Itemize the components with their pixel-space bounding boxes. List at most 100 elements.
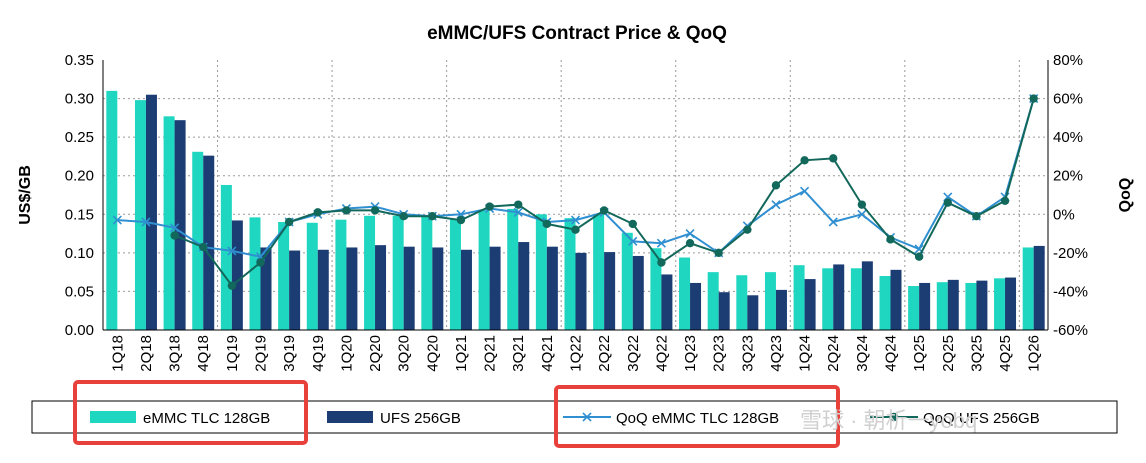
marker-qoq-ufs-256gb: [628, 219, 637, 229]
legend-marker: [582, 412, 592, 422]
x-tick-label: 1Q18: [109, 335, 126, 372]
legend-label-ufs-256gb: UFS 256GB: [380, 410, 461, 427]
x-tick-label: 1Q20: [338, 335, 355, 372]
bar-ufs-256gb: [861, 261, 873, 330]
bar-ufs-256gb: [174, 120, 186, 331]
y-tick-label: 0.10: [65, 245, 94, 262]
x-tick-label: 1Q21: [453, 335, 470, 372]
bar-ufs-256gb: [747, 295, 759, 330]
x-tick-label: 3Q20: [396, 335, 413, 372]
x-tick-label: 4Q20: [424, 335, 441, 372]
bar-emmc-tlc-128gb: [134, 100, 146, 330]
marker-stroke: [570, 215, 581, 225]
x-tick-label: 1Q19: [224, 335, 241, 372]
marker-qoq-ufs-256gb: [571, 225, 580, 234]
marker-stroke: [914, 244, 924, 254]
bar-ufs-256gb: [289, 250, 301, 330]
legend-label-emmc-tlc-128gb: eMMC TLC 128GB: [143, 410, 270, 427]
marker-stroke: [112, 215, 122, 225]
bar-emmc-tlc-128gb: [736, 275, 748, 330]
y-axis-right-ticks: -60% -40% -20% 0% 20% 40% 60% 80%: [1053, 52, 1088, 339]
y-tick-label: 0.05: [65, 283, 94, 300]
marker-qoq-emmc-tlc-128gb: [857, 209, 867, 219]
x-tick-label: 2Q20: [367, 335, 384, 372]
x-tick-label: 3Q21: [510, 335, 527, 372]
y-tick-label: 0.00: [65, 322, 94, 339]
marker-qoq-ufs-256gb: [456, 215, 466, 225]
bar-ufs-256gb: [632, 255, 644, 330]
bar-ufs-256gb: [145, 94, 157, 330]
marker-qoq-ufs-256gb: [342, 206, 351, 215]
x-tick-label: 3Q19: [281, 335, 298, 372]
bar-ufs-256gb: [575, 252, 587, 330]
marker-qoq-ufs-256gb: [1029, 94, 1038, 103]
bar-emmc-tlc-128gb: [994, 278, 1006, 330]
x-tick-label: 4Q22: [653, 335, 670, 372]
bar-ufs-256gb: [690, 282, 702, 330]
x-tick-label: 4Q19: [310, 335, 327, 372]
x-tick-label: 3Q23: [739, 335, 756, 372]
chart-title: eMMC/UFS Contract Price & QoQ: [427, 23, 727, 44]
bar-ufs-256gb: [203, 155, 215, 330]
legend-marker: [889, 412, 899, 422]
marker-stroke: [227, 246, 237, 256]
bar-ufs-256gb: [718, 292, 730, 330]
x-tick-label: 1Q24: [797, 335, 814, 372]
y-tick-label: 0.15: [65, 206, 94, 223]
bar-emmc-tlc-128gb: [564, 218, 576, 330]
bar-ufs-256gb: [260, 247, 272, 330]
legend-label-qoq-ufs-256gb: QoQ UFS 256GB: [923, 410, 1040, 427]
bar-ufs-256gb: [403, 246, 415, 330]
marker-qoq-ufs-256gb: [857, 200, 867, 209]
bar-ufs-256gb: [546, 246, 558, 330]
marker-qoq-ufs-256gb: [829, 154, 838, 163]
marker-qoq-ufs-256gb: [599, 206, 609, 215]
bar-ufs-256gb: [231, 220, 243, 330]
highlight-box-emmc-legend: [73, 380, 308, 445]
y2-tick-label: 0%: [1053, 206, 1075, 223]
marker-qoq-emmc-tlc-128gb: [800, 186, 810, 196]
marker-qoq-emmc-tlc-128gb: [628, 236, 638, 246]
bar-emmc-tlc-128gb: [478, 210, 490, 330]
bar-ufs-256gb: [604, 252, 616, 330]
legend-swatch-ufs-256gb: [327, 411, 373, 423]
bar-emmc-tlc-128gb: [249, 217, 261, 330]
legend-swatch-emmc-tlc-128gb: [90, 411, 136, 423]
marker-qoq-ufs-256gb: [685, 239, 695, 248]
bar-emmc-tlc-128gb: [192, 151, 204, 330]
marker-qoq-ufs-256gb: [256, 258, 265, 267]
bar-ufs-256gb: [432, 247, 444, 330]
y2-axis-title: QoQ: [1117, 178, 1134, 213]
x-tick-label: 4Q24: [883, 335, 900, 372]
y-tick-label: 0.20: [65, 168, 94, 185]
bar-emmc-tlc-128gb: [364, 215, 376, 330]
bar-ufs-256gb: [890, 269, 902, 330]
legend-label-qoq-emmc-tlc-128gb: QoQ eMMC TLC 128GB: [616, 410, 779, 427]
marker-qoq-emmc-tlc-128gb: [656, 238, 666, 248]
marker-stroke: [685, 229, 695, 239]
marker-qoq-ufs-256gb: [284, 217, 294, 227]
bar-emmc-tlc-128gb: [421, 216, 433, 330]
x-tick-label: 4Q25: [997, 335, 1014, 372]
y2-tick-label: 40%: [1053, 129, 1083, 146]
x-tick-label: 2Q22: [596, 335, 613, 372]
bar-emmc-tlc-128gb: [965, 282, 977, 330]
y-tick-label: 0.35: [65, 52, 94, 69]
marker-qoq-ufs-256gb: [943, 198, 952, 207]
bar-emmc-tlc-128gb: [707, 272, 719, 330]
bar-emmc-tlc-128gb: [879, 276, 891, 330]
x-tick-label: 3Q25: [968, 335, 985, 372]
x-tick-label: 2Q19: [253, 335, 270, 372]
marker-qoq-emmc-tlc-128gb: [112, 215, 122, 225]
marker-qoq-ufs-256gb: [771, 181, 781, 190]
bar-emmc-tlc-128gb: [650, 248, 662, 330]
y2-tick-label: -60%: [1053, 322, 1088, 339]
bar-emmc-tlc-128gb: [507, 208, 519, 330]
marker-stroke: [828, 217, 838, 227]
bar-ufs-256gb: [346, 247, 358, 330]
marker-stroke: [800, 186, 810, 196]
marker-qoq-ufs-256gb: [743, 225, 752, 234]
y-axis-title: US$/GB: [17, 165, 34, 225]
bar-series: [106, 90, 1045, 331]
